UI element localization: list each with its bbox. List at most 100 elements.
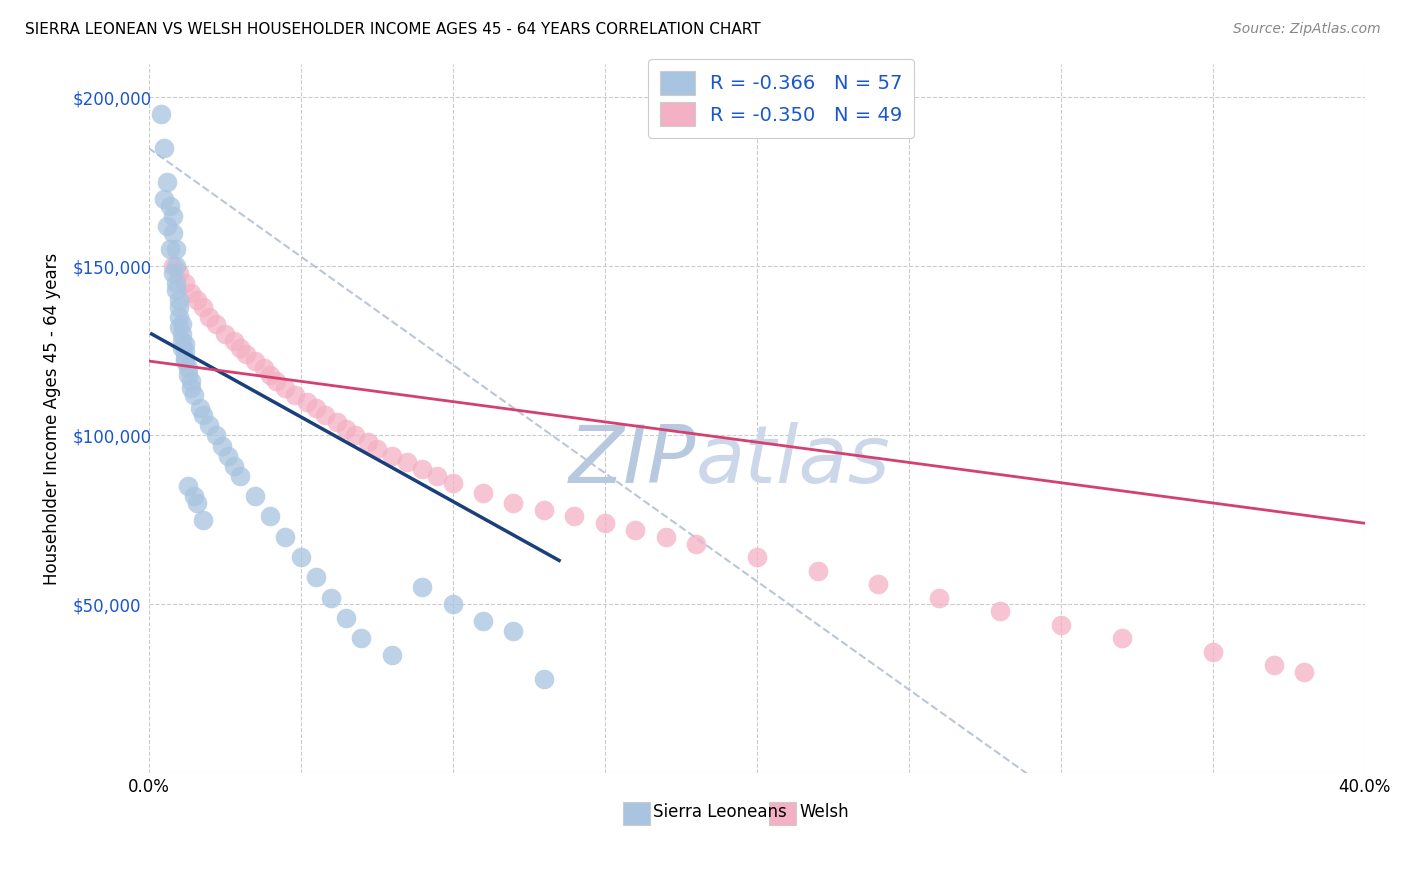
Point <box>335 611 357 625</box>
Point <box>159 243 181 257</box>
Point <box>266 374 288 388</box>
Point <box>159 198 181 212</box>
Point <box>344 428 367 442</box>
Point <box>162 260 184 274</box>
Point <box>170 326 193 341</box>
Point <box>167 320 190 334</box>
Point <box>562 509 585 524</box>
Point <box>156 219 179 233</box>
Point <box>174 277 197 291</box>
Point <box>162 226 184 240</box>
Text: SIERRA LEONEAN VS WELSH HOUSEHOLDER INCOME AGES 45 - 64 YEARS CORRELATION CHART: SIERRA LEONEAN VS WELSH HOUSEHOLDER INCO… <box>25 22 761 37</box>
Point <box>988 604 1011 618</box>
Point <box>274 381 297 395</box>
Point <box>183 388 205 402</box>
Point <box>502 496 524 510</box>
Point <box>222 458 245 473</box>
Point <box>156 175 179 189</box>
Point <box>259 368 281 382</box>
Point <box>177 479 200 493</box>
Point <box>868 577 890 591</box>
Point <box>381 449 404 463</box>
Point <box>314 408 336 422</box>
Point <box>170 317 193 331</box>
Text: Welsh: Welsh <box>799 804 849 822</box>
Point <box>502 624 524 639</box>
Point <box>167 266 190 280</box>
FancyBboxPatch shape <box>769 803 796 825</box>
Point <box>472 614 495 628</box>
FancyBboxPatch shape <box>623 803 650 825</box>
Legend: R = -0.366   N = 57, R = -0.350   N = 49: R = -0.366 N = 57, R = -0.350 N = 49 <box>648 59 914 137</box>
Point <box>229 341 252 355</box>
Point <box>170 341 193 355</box>
Point <box>204 317 226 331</box>
Point <box>211 438 233 452</box>
Point <box>319 591 342 605</box>
Y-axis label: Householder Income Ages 45 - 64 years: Householder Income Ages 45 - 64 years <box>44 252 60 584</box>
Point <box>153 192 176 206</box>
Point <box>305 401 328 416</box>
Point <box>1049 617 1071 632</box>
Point <box>214 326 236 341</box>
Point <box>928 591 950 605</box>
Point <box>177 368 200 382</box>
Point <box>186 496 208 510</box>
Point <box>426 469 449 483</box>
Point <box>174 343 197 358</box>
Point <box>1292 665 1315 679</box>
Point <box>165 243 187 257</box>
Point <box>167 293 190 308</box>
Point <box>153 141 176 155</box>
Point <box>198 310 221 324</box>
Point <box>167 310 190 324</box>
Point <box>381 648 404 662</box>
Point <box>472 485 495 500</box>
Point <box>533 672 555 686</box>
Text: ZIP: ZIP <box>568 422 696 500</box>
Point <box>193 513 215 527</box>
Point <box>274 530 297 544</box>
Point <box>685 536 707 550</box>
Point <box>222 334 245 348</box>
Point <box>295 394 318 409</box>
Point <box>326 415 349 429</box>
Point <box>165 283 187 297</box>
Point <box>180 381 202 395</box>
Point <box>1263 658 1285 673</box>
Point <box>167 300 190 314</box>
Point <box>204 428 226 442</box>
Point <box>745 549 768 564</box>
Point <box>411 581 433 595</box>
Point <box>193 300 215 314</box>
Point <box>243 354 266 368</box>
Point <box>356 435 378 450</box>
Point <box>162 209 184 223</box>
Point <box>165 260 187 274</box>
Point <box>1202 645 1225 659</box>
Point <box>1111 631 1133 645</box>
Point <box>229 469 252 483</box>
Point <box>170 334 193 348</box>
Point <box>441 598 464 612</box>
Point <box>396 455 419 469</box>
Point <box>305 570 328 584</box>
Point <box>235 347 257 361</box>
Point <box>177 360 200 375</box>
Point <box>174 354 197 368</box>
Point <box>174 337 197 351</box>
Point <box>259 509 281 524</box>
Point <box>188 401 211 416</box>
Point <box>149 107 172 121</box>
Point <box>350 631 373 645</box>
Point <box>193 408 215 422</box>
Text: Sierra Leoneans: Sierra Leoneans <box>654 804 787 822</box>
Text: atlas: atlas <box>696 422 890 500</box>
Point <box>593 516 616 531</box>
Point <box>253 360 276 375</box>
Point <box>180 286 202 301</box>
Point <box>284 388 307 402</box>
Point <box>162 266 184 280</box>
Point <box>180 374 202 388</box>
Point <box>243 489 266 503</box>
